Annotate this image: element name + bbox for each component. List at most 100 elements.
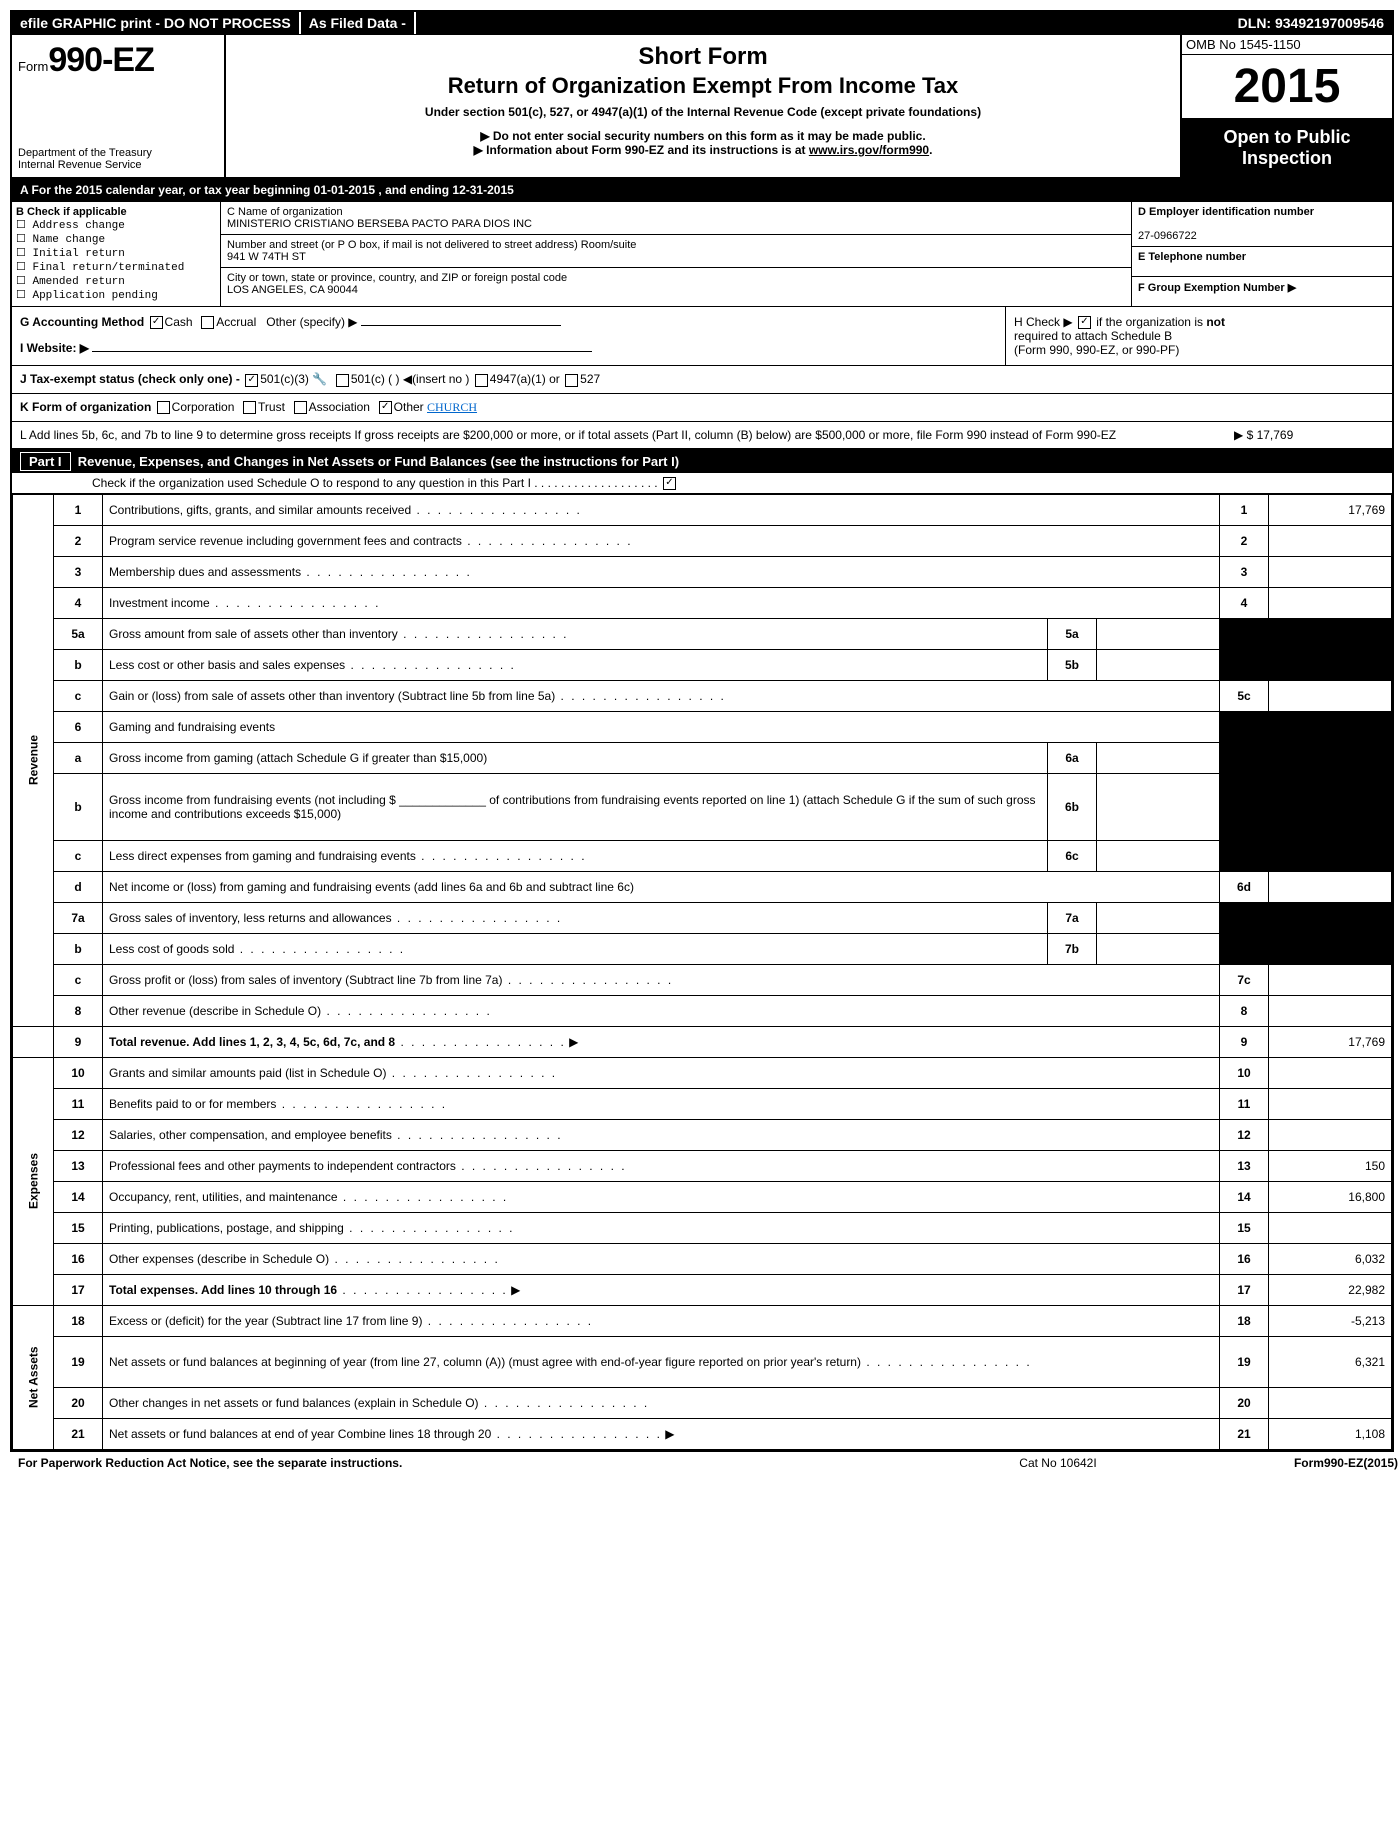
note-info-post: . [929, 143, 932, 157]
l1-n: 1 [54, 494, 103, 525]
l6-t: Gaming and fundraising events [103, 711, 1220, 742]
g-other-line[interactable] [361, 325, 561, 326]
l16-t: Other expenses (describe in Schedule O) [103, 1243, 1220, 1274]
open1: Open to Public [1223, 127, 1350, 147]
l11-t: Benefits paid to or for members [103, 1088, 1220, 1119]
row-l: L Add lines 5b, 6c, and 7b to line 9 to … [12, 422, 1392, 450]
rev-end [13, 1026, 54, 1057]
g-accounting: G Accounting Method Cash Accrual Other (… [12, 307, 1005, 365]
l12-a [1269, 1119, 1392, 1150]
l5b-m: 5b [1048, 649, 1097, 680]
l14-t: Occupancy, rent, utilities, and maintena… [103, 1181, 1220, 1212]
h-t1: H Check ▶ [1014, 315, 1076, 329]
footer-right-form: 990-EZ [1324, 1456, 1363, 1470]
part-i-header: Part I Revenue, Expenses, and Changes in… [12, 450, 1392, 473]
g-cash-check[interactable] [150, 316, 163, 329]
b-opt-0[interactable]: ☐ Address change [16, 220, 125, 232]
l19-n: 19 [54, 1336, 103, 1387]
l20-rn: 20 [1220, 1387, 1269, 1418]
i-website-line[interactable] [92, 351, 592, 352]
h-t2: if the organization is [1093, 315, 1206, 329]
l6b-t: Gross income from fundraising events (no… [103, 773, 1048, 840]
b-opt-3[interactable]: ☐ Final return/terminated [16, 262, 184, 274]
l6a-s1 [1220, 742, 1269, 773]
omb-no: OMB No 1545-1150 [1182, 35, 1392, 55]
l7c-a [1269, 964, 1392, 995]
f-label: F Group Exemption Number ▶ [1138, 282, 1296, 294]
org-name: MINISTERIO CRISTIANO BERSEBA PACTO PARA … [227, 218, 532, 230]
b-opt-2[interactable]: ☐ Initial return [16, 248, 125, 260]
l5c-n: c [54, 680, 103, 711]
l6b-n: b [54, 773, 103, 840]
b-opt-3-label: Final return/terminated [32, 262, 184, 274]
b-opt-1[interactable]: ☐ Name change [16, 234, 105, 246]
asfiled-label: As Filed Data - [299, 12, 416, 34]
l4-n: 4 [54, 587, 103, 618]
l10-n: 10 [54, 1057, 103, 1088]
l6c-n: c [54, 840, 103, 871]
b-opt-5[interactable]: ☐ Application pending [16, 290, 158, 302]
l9-a: 17,769 [1269, 1026, 1392, 1057]
header-notes: ▶ Do not enter social security numbers o… [236, 129, 1170, 157]
j-527-check[interactable] [565, 374, 578, 387]
g-accrual: Accrual [216, 315, 256, 329]
l3-t: Membership dues and assessments [103, 556, 1220, 587]
j-c: 501(c) ( ) ◀(insert no ) [351, 372, 470, 386]
d-ein: D Employer identification number 27-0966… [1132, 202, 1392, 247]
j-a1-check[interactable] [475, 374, 488, 387]
l5c-rn: 5c [1220, 680, 1269, 711]
l7b-n: b [54, 933, 103, 964]
row-gh: G Accounting Method Cash Accrual Other (… [12, 307, 1392, 366]
l6c-s2 [1269, 840, 1392, 871]
part-i-label: Part I [20, 452, 71, 471]
col-d: D Employer identification number 27-0966… [1131, 202, 1392, 306]
k-assoc-check[interactable] [294, 401, 307, 414]
footer-right-pre: Form [1294, 1456, 1324, 1470]
k-other-check[interactable] [379, 401, 392, 414]
b-opt-4[interactable]: ☐ Amended return [16, 276, 125, 288]
l6a-s2 [1269, 742, 1392, 773]
part-i-sub: Check if the organization used Schedule … [12, 473, 1392, 494]
l19-t: Net assets or fund balances at beginning… [103, 1336, 1220, 1387]
open2: Inspection [1242, 148, 1332, 168]
ein: 27-0966722 [1138, 230, 1197, 242]
j-c-check[interactable] [336, 374, 349, 387]
irs-link[interactable]: www.irs.gov/form990 [809, 143, 929, 157]
footer-mid: Cat No 10642I [918, 1456, 1198, 1470]
section-revenue: Revenue [13, 494, 54, 1026]
l6b-ma [1097, 773, 1220, 840]
l8-rn: 8 [1220, 995, 1269, 1026]
l7b-ma [1097, 933, 1220, 964]
l4-a [1269, 587, 1392, 618]
l6-s1 [1220, 711, 1269, 742]
l5a-ma [1097, 618, 1220, 649]
l7a-ma [1097, 902, 1220, 933]
l10-a [1269, 1057, 1392, 1088]
d-label: D Employer identification number [1138, 206, 1314, 218]
l5c-t: Gain or (loss) from sale of assets other… [103, 680, 1220, 711]
l15-a [1269, 1212, 1392, 1243]
l14-rn: 14 [1220, 1181, 1269, 1212]
l6a-ma [1097, 742, 1220, 773]
l6c-m: 6c [1048, 840, 1097, 871]
j-c3-check[interactable] [245, 374, 258, 387]
l21-rn: 21 [1220, 1418, 1269, 1449]
part-i-sub-check[interactable] [663, 477, 676, 490]
l5a-s1 [1220, 618, 1269, 649]
c-name-label: C Name of organization [227, 206, 343, 218]
h-check-box[interactable] [1078, 316, 1091, 329]
l11-a [1269, 1088, 1392, 1119]
l6c-s1 [1220, 840, 1269, 871]
l9-rn: 9 [1220, 1026, 1269, 1057]
l9-n: 9 [54, 1026, 103, 1057]
k-corp-check[interactable] [157, 401, 170, 414]
g-accrual-check[interactable] [201, 316, 214, 329]
k-trust-check[interactable] [243, 401, 256, 414]
l19-a: 6,321 [1269, 1336, 1392, 1387]
header-left: Form990-EZ Department of the Treasury In… [12, 35, 226, 177]
l18-rn: 18 [1220, 1305, 1269, 1336]
form-prefix: Form [18, 59, 48, 74]
c-city: City or town, state or province, country… [221, 268, 1131, 300]
form-no: 990-EZ [48, 41, 154, 79]
note-info-pre: ▶ Information about Form 990-EZ and its … [474, 143, 809, 157]
